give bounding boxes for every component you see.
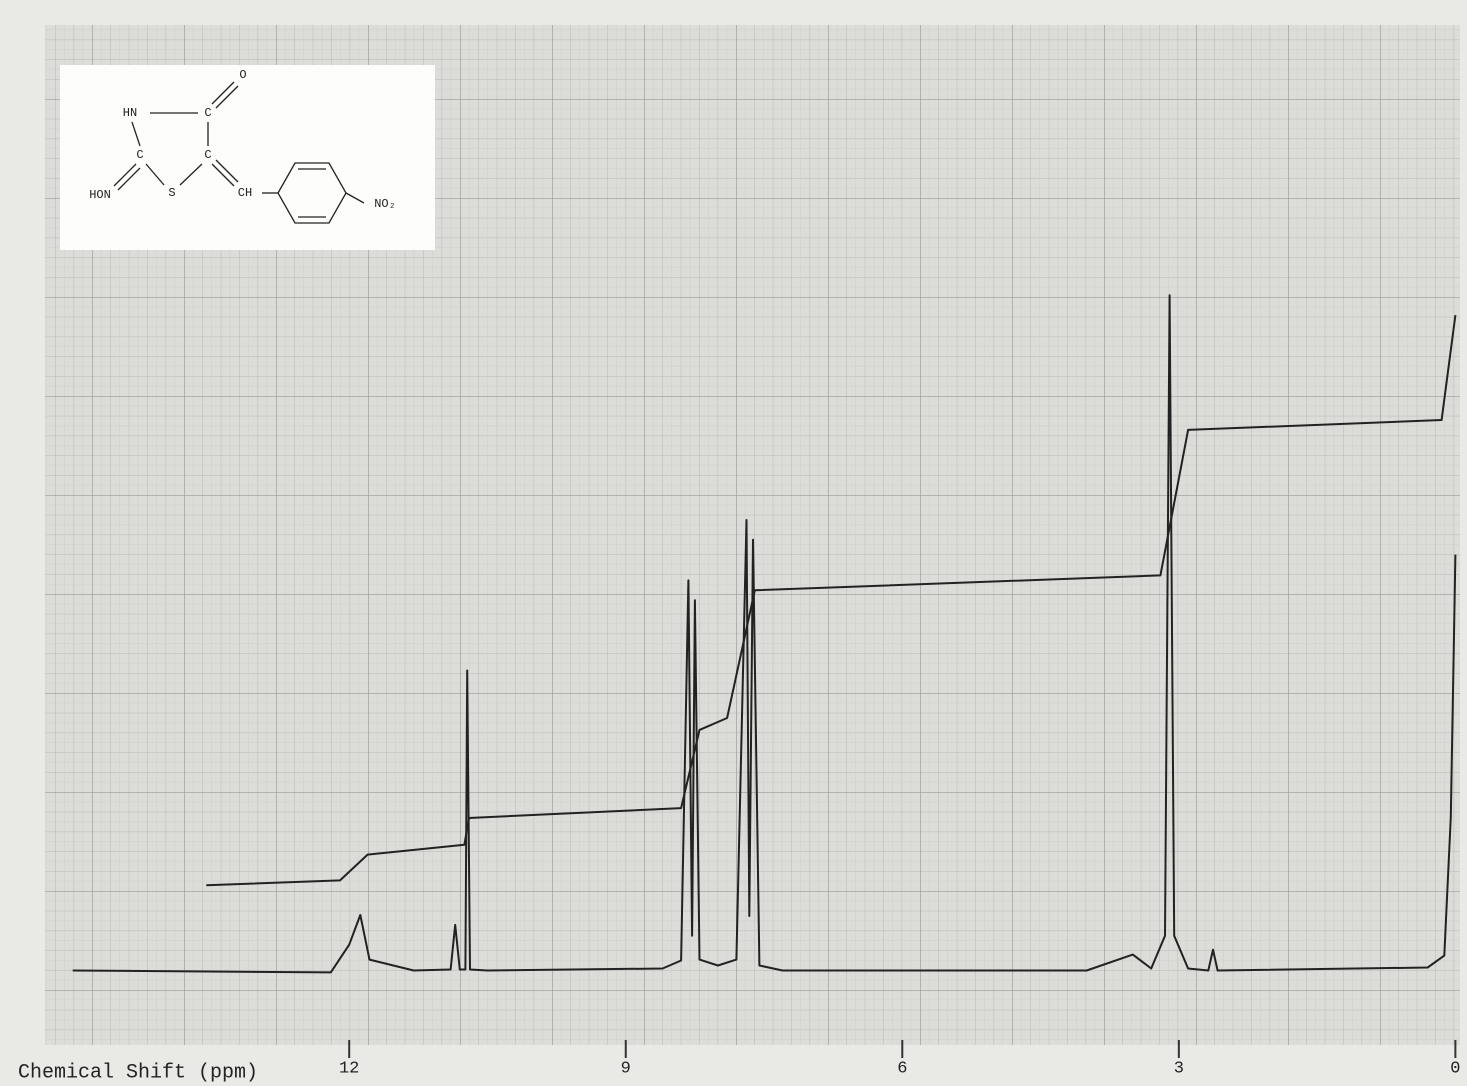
structure-label: C bbox=[204, 148, 211, 162]
x-tick-label: 0 bbox=[1450, 1059, 1460, 1078]
structure-label: NO₂ bbox=[374, 197, 396, 211]
inset-box bbox=[60, 65, 435, 250]
structure-label: S bbox=[168, 186, 175, 200]
structure-label: HN bbox=[123, 106, 137, 120]
structure-label: C bbox=[136, 148, 143, 162]
x-tick-label: 9 bbox=[621, 1059, 631, 1078]
bonds bbox=[113, 81, 365, 224]
x-tick-label: 6 bbox=[897, 1059, 907, 1078]
x-tick-label: 12 bbox=[339, 1059, 359, 1078]
structure-label: HON bbox=[89, 188, 111, 202]
series-line bbox=[206, 314, 1457, 887]
structure-inset: O HN C C C HON S CH NO₂ bbox=[60, 65, 435, 250]
structure-label: CH bbox=[238, 186, 252, 200]
x-axis-label: Chemical Shift (ppm) bbox=[18, 1061, 258, 1084]
x-tick-label: 3 bbox=[1174, 1059, 1184, 1078]
structure-label: C bbox=[204, 106, 211, 120]
structure-label: O bbox=[239, 68, 246, 82]
series-line bbox=[72, 294, 1457, 974]
